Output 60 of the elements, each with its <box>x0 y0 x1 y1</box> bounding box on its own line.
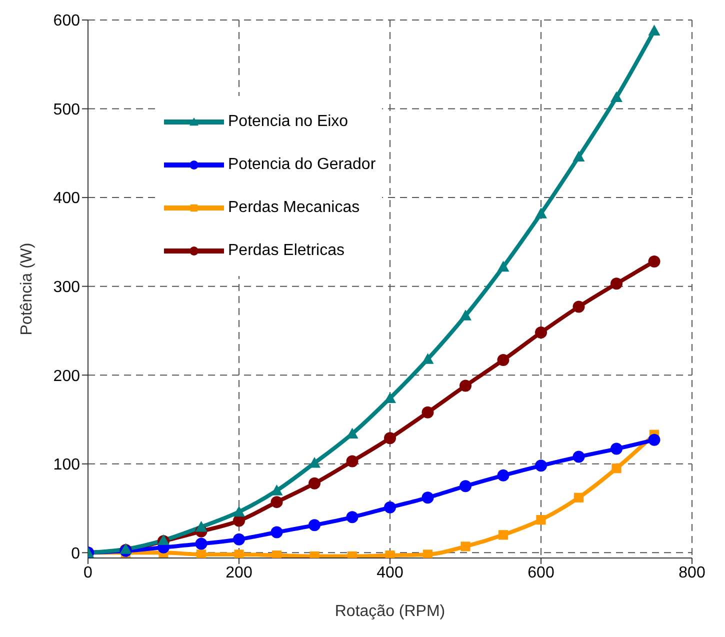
y-tick-label: 400 <box>53 190 80 208</box>
point <box>535 460 547 472</box>
y-tick-label: 500 <box>53 101 80 118</box>
point <box>270 526 283 538</box>
point <box>497 260 510 272</box>
point <box>422 492 434 504</box>
point <box>535 208 547 218</box>
point <box>536 515 546 525</box>
point <box>422 353 434 364</box>
y-tick-label: 0 <box>71 545 80 562</box>
point <box>498 530 508 540</box>
point <box>384 432 396 444</box>
legend-label: Perdas Eletricas <box>228 242 344 260</box>
point <box>648 255 660 268</box>
y-tick-label: 600 <box>53 12 80 30</box>
point <box>610 91 622 102</box>
point <box>308 519 320 532</box>
point <box>384 392 396 403</box>
point <box>270 496 283 508</box>
x-tick-label: 200 <box>226 564 252 582</box>
y-tick-label: 200 <box>53 368 80 385</box>
point <box>572 450 585 463</box>
point <box>460 542 470 552</box>
point <box>648 24 660 36</box>
x-tick-label: 0 <box>84 564 93 582</box>
point <box>346 511 358 524</box>
point <box>610 442 622 455</box>
point <box>234 550 244 558</box>
point <box>233 533 245 546</box>
point <box>572 300 585 313</box>
x-tick-label: 600 <box>528 564 554 582</box>
point <box>460 480 472 492</box>
x-tick-label: 800 <box>678 564 706 582</box>
point <box>648 434 660 446</box>
point <box>195 520 208 532</box>
point <box>535 326 547 338</box>
y-tick-label: 300 <box>53 279 80 296</box>
legend-label: Potencia do Gerador <box>228 156 376 174</box>
point <box>195 538 208 550</box>
point <box>497 469 510 482</box>
point <box>384 501 396 514</box>
point <box>422 550 433 558</box>
point <box>612 464 622 474</box>
point <box>610 278 622 290</box>
point <box>233 506 245 517</box>
x-axis-title: Rotação (RPM) <box>334 603 446 620</box>
point <box>308 477 320 490</box>
legend-label: Perdas Mecanicas <box>228 198 360 216</box>
point <box>572 150 585 162</box>
point <box>574 492 584 502</box>
point <box>422 406 434 418</box>
legend-label: Potencia no Eixo <box>228 112 348 130</box>
point <box>196 550 206 558</box>
point <box>460 310 472 320</box>
x-tick-label: 400 <box>376 564 404 582</box>
point <box>346 455 358 468</box>
y-tick-label: 100 <box>53 456 80 474</box>
point <box>460 380 472 392</box>
point <box>497 354 510 366</box>
y-axis-title: Potência (W) <box>18 242 36 336</box>
